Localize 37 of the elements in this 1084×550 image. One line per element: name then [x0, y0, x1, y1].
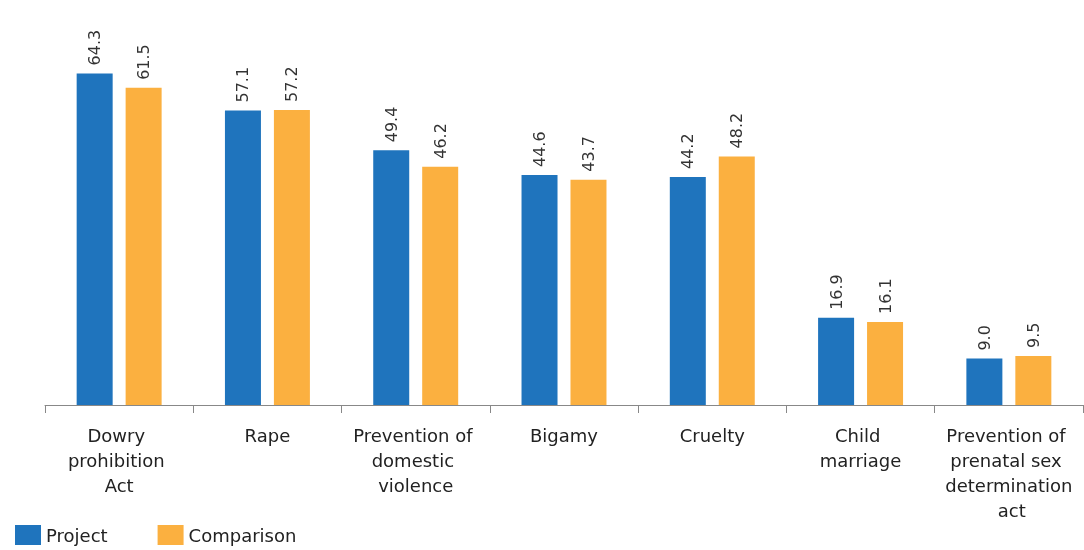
bar — [818, 317, 855, 405]
data-label: 48.2 — [727, 112, 747, 149]
data-label: 16.1 — [875, 278, 895, 314]
data-label: 16.9 — [826, 274, 846, 310]
bar — [966, 358, 1003, 405]
x-tick-label: Prevention of domestic violence — [353, 425, 479, 496]
bar — [867, 321, 904, 405]
bar — [669, 177, 706, 405]
legend-label: Comparison — [188, 524, 297, 546]
x-tick-label: Dowry prohibition Act — [67, 425, 171, 496]
bar — [718, 156, 755, 405]
data-label: 44.6 — [530, 131, 550, 167]
data-label: 43.7 — [578, 136, 598, 172]
bar — [570, 179, 607, 405]
x-tick-label: Prevention of prenatal sex determination act — [945, 425, 1073, 521]
bar — [125, 87, 162, 405]
bar — [273, 110, 310, 405]
bar — [1015, 356, 1052, 405]
bar — [373, 150, 410, 405]
data-label: 57.1 — [233, 66, 253, 103]
x-tick-label: Rape — [244, 425, 291, 446]
x-tick-label: Cruelty — [679, 425, 746, 446]
bar — [521, 174, 558, 405]
data-label: 9.5 — [1023, 322, 1043, 349]
data-label: 57.2 — [282, 66, 302, 103]
data-label: 44.2 — [678, 133, 698, 170]
data-label: 64.3 — [85, 29, 105, 66]
x-tick-label: Child marriage — [819, 425, 902, 471]
data-label: 9.0 — [974, 325, 994, 351]
x-tick-label: Bigamy — [530, 425, 599, 446]
data-label: 61.5 — [134, 44, 154, 80]
data-label: 46.2 — [430, 123, 450, 159]
legend-label: Project — [46, 524, 108, 546]
bar — [224, 110, 261, 405]
data-label: 49.4 — [381, 106, 401, 143]
bar — [422, 166, 459, 405]
bar — [76, 73, 113, 405]
